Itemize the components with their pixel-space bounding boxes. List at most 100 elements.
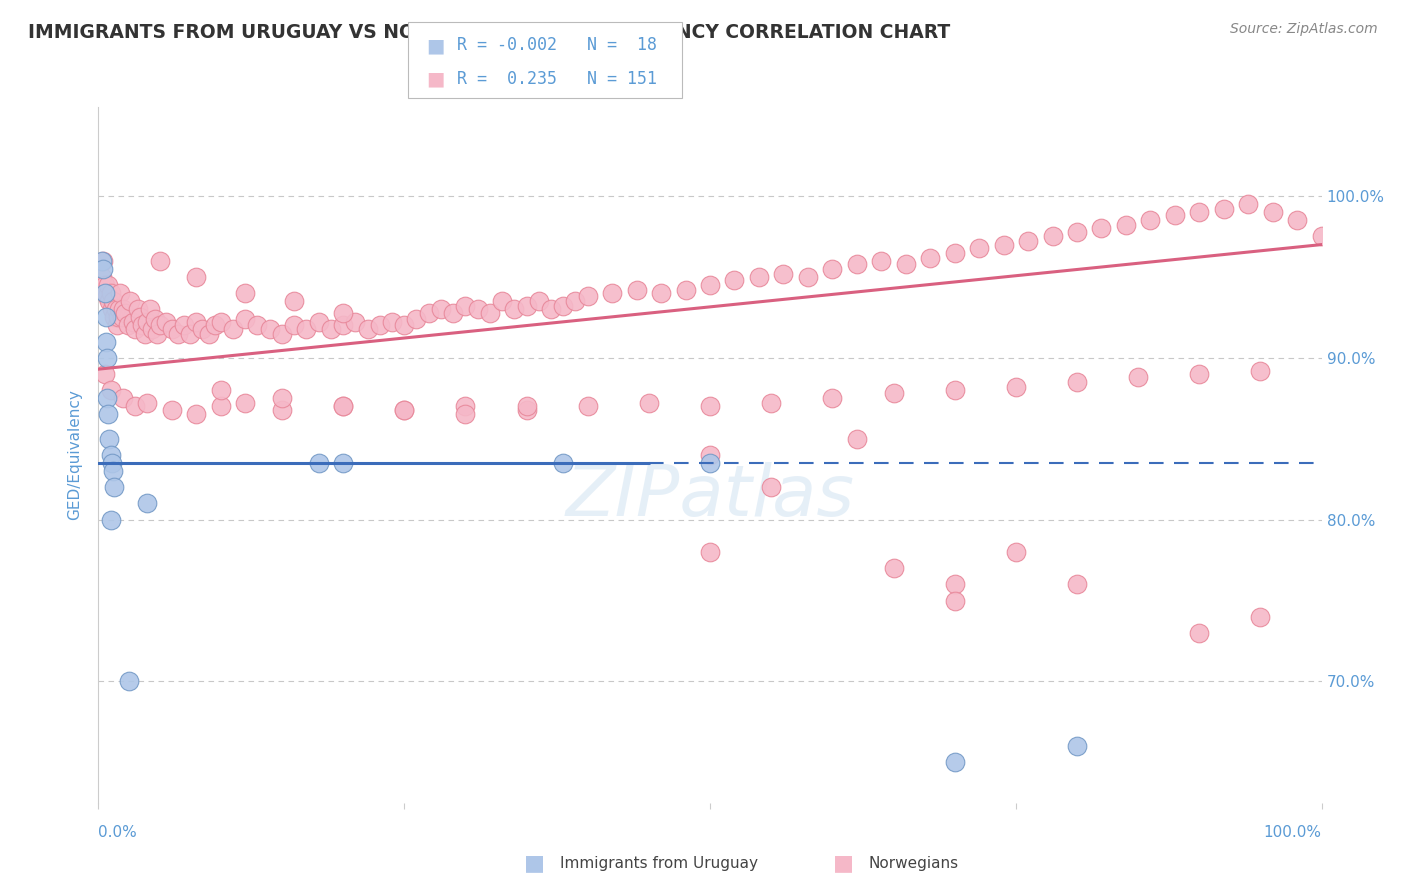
Point [143,312,166,326]
Point [100,448,122,462]
Point [160,402,183,417]
Point [209,315,232,329]
Point [1115,218,1137,232]
Point [1188,367,1211,381]
Point [295,322,318,336]
Text: ■: ■ [834,854,853,873]
Point [883,561,905,575]
Point [332,400,354,414]
Point [943,756,966,770]
Point [283,318,305,333]
Point [139,302,162,317]
Point [392,402,416,417]
Point [101,456,124,470]
Point [197,326,219,341]
Point [993,237,1015,252]
Point [1286,213,1309,227]
Point [222,322,245,336]
Point [478,305,501,319]
Point [699,400,721,414]
Point [418,305,440,319]
Point [699,448,721,462]
Point [94,286,117,301]
Point [368,318,391,333]
Text: ■: ■ [426,70,444,88]
Point [155,315,177,329]
Point [1249,364,1271,378]
Point [127,302,149,317]
Point [233,312,256,326]
Point [124,400,146,414]
Point [98,294,121,309]
Point [332,456,354,470]
Point [515,402,537,417]
Point [270,402,294,417]
Point [96,289,118,303]
Point [94,310,117,325]
Point [134,326,156,341]
Point [405,312,427,326]
Point [761,396,783,410]
Text: R =  0.235   N = 151: R = 0.235 N = 151 [457,70,657,88]
Point [91,253,114,268]
Point [845,432,868,446]
Point [332,400,354,414]
Point [638,396,661,410]
Point [1139,213,1161,227]
Text: R = -0.002   N =  18: R = -0.002 N = 18 [457,37,657,54]
Point [97,278,120,293]
Point [233,396,256,410]
Point [308,315,330,329]
Text: Norwegians: Norwegians [869,856,959,871]
Point [103,480,125,494]
Point [136,396,159,410]
Point [100,286,122,301]
Point [283,294,305,309]
Point [129,310,152,325]
Point [723,273,745,287]
Point [118,674,141,689]
Point [167,326,190,341]
Point [149,318,172,333]
Point [943,593,966,607]
Point [141,322,163,336]
Point [131,318,153,333]
Point [270,392,294,406]
Point [797,269,820,284]
Point [1261,205,1284,219]
Point [191,322,214,336]
Point [650,286,672,301]
Point [1212,202,1234,216]
Point [93,278,115,293]
Point [186,408,208,422]
Point [821,392,844,406]
Point [381,315,404,329]
Point [96,392,118,406]
Point [111,392,134,406]
Point [97,408,120,422]
Point [356,322,378,336]
Point [515,299,537,313]
Point [821,261,844,276]
Point [319,322,342,336]
Point [454,400,477,414]
Point [454,408,477,422]
Point [103,310,125,325]
Point [943,383,966,397]
Point [136,496,159,510]
Point [870,253,893,268]
Point [91,253,114,268]
Point [111,310,134,325]
Point [149,253,172,268]
Point [576,400,599,414]
Point [173,318,195,333]
Point [111,302,134,317]
Point [699,545,721,559]
Point [553,299,575,313]
Point [491,294,513,309]
Point [699,278,721,293]
Point [920,251,942,265]
Point [845,257,868,271]
Point [1066,375,1088,389]
Point [259,322,281,336]
